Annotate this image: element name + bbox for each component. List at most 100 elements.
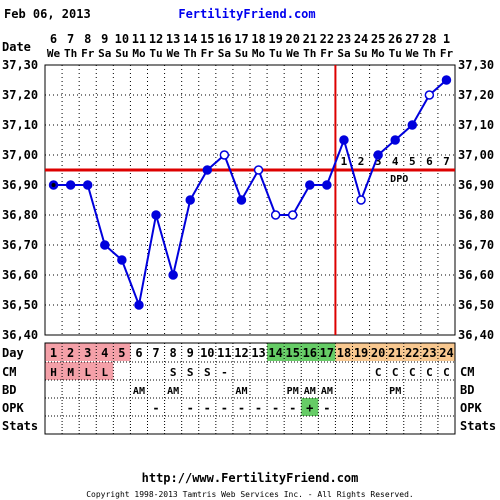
date-number: 16 [217,32,231,46]
weekday-label: Fr [320,47,334,60]
cm-value: C [409,366,416,379]
stats-row-label: Stats [2,419,38,433]
y-tick-label-right: 36,40 [458,328,494,342]
y-tick-label-right: 36,60 [458,268,494,282]
day-shade-2 [62,343,80,361]
cycle-day: 2 [67,346,74,360]
y-tick-label: 36,70 [2,238,38,252]
weekday-label: Th [64,47,77,60]
cm-value: H [50,366,57,379]
axis-labels: Date Day CM BD OPK Stats CM BD OPK Stats… [2,32,496,433]
weekday-label: Mo [132,47,146,60]
y-tick-label: 36,90 [2,178,38,192]
date-number: 26 [388,32,402,46]
day-shade-23 [420,343,438,361]
bd-row-label-right: BD [460,383,474,397]
bd-value: AM [133,386,145,397]
weekday-label: We [286,47,300,60]
date-number: 8 [84,32,91,46]
temperature-point [65,180,76,190]
footer-url[interactable]: http://www.FertilityFriend.com [142,471,359,485]
cycle-day: 24 [439,346,453,360]
weekday-label: Th [423,47,436,60]
opk-value: - [289,401,296,415]
opk-value: - [187,401,194,415]
temperature-point [236,195,247,205]
opk-value: - [204,401,211,415]
cycle-day: 7 [152,346,159,360]
opk-value: - [255,401,262,415]
cm-value: L [84,366,91,379]
weekday-label: Sa [218,47,231,60]
opk-value: - [238,401,245,415]
opk-row-label: OPK [2,401,24,415]
temperature-point [407,120,418,130]
date-number: 28 [422,32,436,46]
dpo-number: 2 [358,155,365,168]
cycle-day: 1 [50,346,57,360]
day-shade-3 [79,343,97,361]
date-number: 7 [67,32,74,46]
y-tick-label-right: 37,30 [458,58,494,72]
y-tick-label: 37,10 [2,118,38,132]
day-shade-18 [335,343,353,361]
temperature-point [287,210,298,220]
weekday-label: Tu [389,47,402,60]
cm-value: S [204,366,211,379]
temperature-point [82,180,93,190]
temperature-point [151,210,161,220]
day-shade-5 [113,343,131,361]
bd-value: PM [389,386,401,397]
cm-value: C [426,366,433,379]
bd-row-label: BD [2,383,16,397]
dpo-number: 4 [392,155,399,168]
cm-value: - [221,366,228,379]
temperature-point [390,135,400,145]
date-number: 17 [234,32,248,46]
date-number: 10 [115,32,129,46]
temperature-point [339,135,349,145]
site-link[interactable]: FertilityFriend.com [178,7,315,21]
cm-shade-3 [79,362,97,380]
cycle-day: 13 [251,346,265,360]
y-tick-label: 36,60 [2,268,38,282]
cycle-day: 11 [217,346,231,360]
day-shade-16 [301,343,319,361]
y-tick-label: 36,50 [2,298,38,312]
cm-row-label-right: CM [460,365,474,379]
opk-value: - [323,401,330,415]
opk-value: - [152,401,159,415]
footer-copyright: Copyright 1998-2013 Tamtris Web Services… [86,490,414,499]
dpo-label: DPO [390,174,408,185]
temperature-point [270,210,281,220]
date-number: 25 [371,32,385,46]
cm-value: C [443,366,450,379]
weekday-label: Su [354,47,367,60]
date-number: 14 [183,32,197,46]
cm-value: C [392,366,399,379]
temperature-point [305,180,315,190]
opk-positive-shade [301,398,319,416]
y-tick-label-right: 36,70 [458,238,494,252]
cm-shade-2 [62,362,80,380]
weekday-label: Fr [81,47,95,60]
day-shade-19 [352,343,370,361]
date-number: 15 [200,32,214,46]
cm-value: L [101,366,108,379]
temperature-point [202,165,213,175]
cycle-day: 6 [135,346,142,360]
temperature-point [424,90,435,100]
day-row-label: Day [2,346,24,360]
opk-value: - [272,401,279,415]
weekday-label: Sa [337,47,350,60]
day-shade-1 [45,343,63,361]
day-shade-21 [386,343,404,361]
date-number: 12 [149,32,163,46]
date-number: 19 [268,32,282,46]
y-tick-label-right: 36,80 [458,208,494,222]
y-tick-label-right: 37,00 [458,148,494,162]
cycle-day: 17 [320,346,334,360]
temperature-point-first-center [51,183,56,187]
dpo-number: 7 [443,155,450,168]
